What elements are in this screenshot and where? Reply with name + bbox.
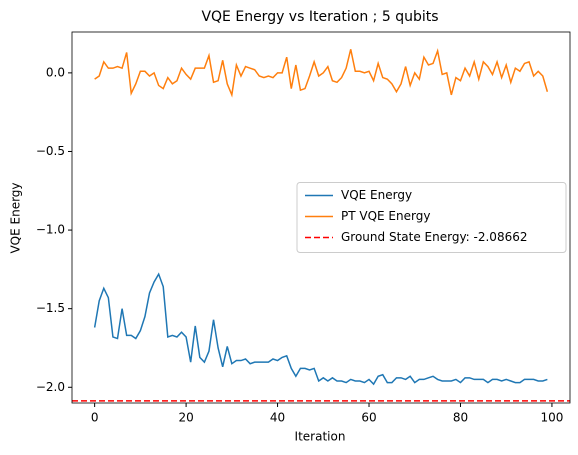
y-tick-label: −2.0 [36,380,65,394]
x-tick-label: 20 [178,411,193,425]
x-tick-label: 100 [540,411,563,425]
y-tick-label: 0.0 [46,65,65,79]
x-tick-label: 0 [91,411,99,425]
x-tick-label: 60 [361,411,376,425]
x-tick-label: 40 [270,411,285,425]
legend-label: VQE Energy [341,188,412,202]
legend-label: PT VQE Energy [341,209,430,223]
chart-title: VQE Energy vs Iteration ; 5 qubits [201,9,438,25]
plot-frame [71,31,571,404]
x-axis-label: Iteration [295,430,346,444]
y-tick-label: −1.0 [36,223,65,237]
y-tick-label: −1.5 [36,301,65,315]
x-tick-label: 80 [453,411,468,425]
y-tick-label: −0.5 [36,144,65,158]
line [94,48,549,98]
line [93,272,548,386]
legend-box [296,182,567,253]
y-axis-label: VQE Energy [9,182,23,253]
legend-label: Ground State Energy: -2.08662 [341,230,527,244]
